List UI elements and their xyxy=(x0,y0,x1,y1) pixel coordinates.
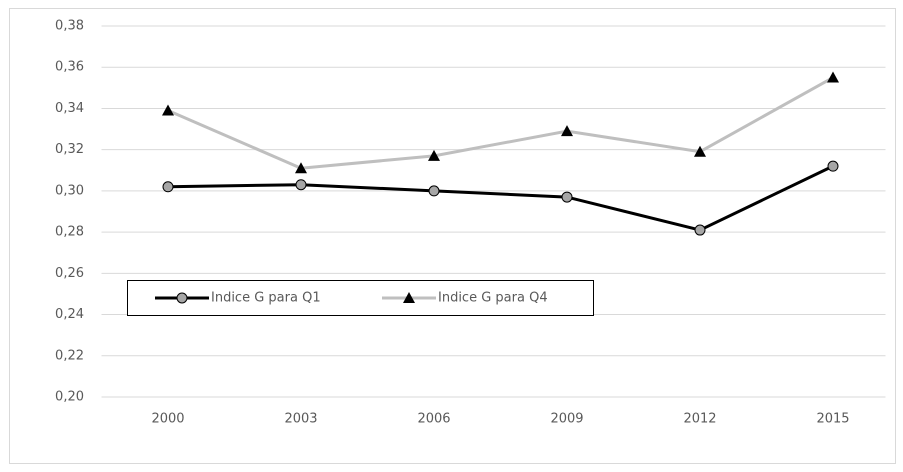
marker xyxy=(295,162,307,174)
y-tick-label: 0,24 xyxy=(55,307,84,322)
series xyxy=(162,71,839,174)
x-tick-label: 2003 xyxy=(284,412,317,427)
marker xyxy=(428,149,440,161)
marker xyxy=(295,179,307,191)
series-line xyxy=(167,76,834,170)
legend-marker xyxy=(176,292,188,304)
marker xyxy=(827,160,839,172)
marker xyxy=(162,181,174,193)
x-tick-label: 2015 xyxy=(816,412,849,427)
x-tick-label: 2009 xyxy=(550,412,583,427)
legend-marker xyxy=(403,292,415,303)
y-tick-label: 0,38 xyxy=(55,19,84,34)
marker xyxy=(694,224,706,236)
chart-border xyxy=(9,8,896,464)
marker xyxy=(694,145,706,157)
x-tick-label: 2012 xyxy=(683,412,716,427)
y-tick-label: 0,30 xyxy=(55,183,84,198)
y-tick-label: 0,22 xyxy=(55,348,84,363)
legend: Indice G para Q1 Indice G para Q4 xyxy=(127,280,594,316)
legend-label: Indice G para Q1 xyxy=(211,291,321,306)
legend-label: Indice G para Q4 xyxy=(438,291,548,306)
series-line xyxy=(167,164,834,232)
series xyxy=(162,160,839,236)
y-tick-label: 0,28 xyxy=(55,225,84,240)
marker xyxy=(827,71,839,83)
y-tick-label: 0,26 xyxy=(55,266,84,281)
x-tick-label: 2000 xyxy=(151,412,184,427)
y-tick-label: 0,34 xyxy=(55,101,84,116)
y-tick-label: 0,20 xyxy=(55,390,84,405)
marker xyxy=(561,191,573,203)
marker xyxy=(428,185,440,197)
y-tick-label: 0,32 xyxy=(55,142,84,157)
x-tick-label: 2006 xyxy=(417,412,450,427)
marker xyxy=(561,125,573,137)
y-tick-label: 0,36 xyxy=(55,60,84,75)
marker xyxy=(162,104,174,116)
